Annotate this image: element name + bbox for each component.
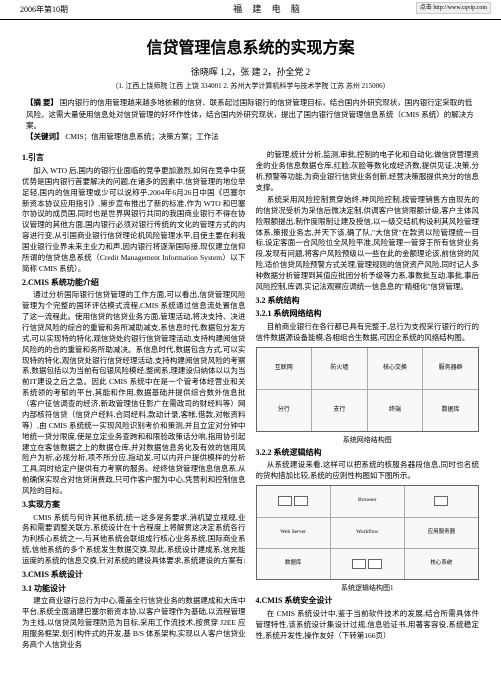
keywords-label: 【关键词】	[26, 132, 64, 141]
paper-title: 信贷管理信息系统的实现方案	[22, 38, 479, 60]
section-3-2-2: 3.2.2 系统逻辑结构	[256, 447, 480, 459]
diagram-cell: 终端	[368, 390, 424, 431]
section-1: 1.引言	[22, 152, 246, 164]
para: 通过分析国际银行信贷管理的工作方面,可以看出,信贷管理风险管理为个完整的国环评估…	[22, 290, 246, 497]
diagram-cell: 数据库	[257, 549, 331, 579]
paper-content: 信贷管理信息系统的实现方案 徐晓晖 1,2，张 建 2，孙全党 2 （1. 江西…	[0, 20, 501, 662]
section-3-2-1: 3.2.1 系统网络结构	[256, 308, 480, 320]
network-diagram: 互联网 防火墙 核心交换 服务器群 分行 支行 终端 数据库	[256, 347, 480, 432]
header-left: 2006年第10期	[20, 4, 68, 15]
fig1-caption: 系统网络结构图	[256, 435, 480, 445]
abstract-text: 国内银行的信用管理越来越多地依赖的信贷、联系起过国际银行的信贷管理目标，结合国内…	[26, 98, 474, 130]
para: 在 CMIS 系统设计中,鉴于当前软件技术的发展,结合所需具体件管理特性,该系统…	[256, 609, 480, 642]
diagram-cell: 应用服务器	[405, 518, 478, 548]
diagram-cell: 互联网	[257, 348, 313, 389]
section-2: 2.CMIS 系统功能介绍	[22, 277, 246, 289]
para: 系统采用风险控制贯穿始终,神风险控制,按管理销售方由现先的的信贷况受析为采信后微…	[256, 195, 480, 293]
affiliation: （1. 江西上饶师院 江西 上饶 334001 2. 苏州大学计算机科学与技术学…	[22, 82, 479, 92]
diagram-cell: 核心系统	[405, 549, 478, 579]
para: 目前商业银行在各行都已具有完整于,总行为支视采行银行的行的信件数据源设备能模,各…	[256, 322, 480, 344]
left-column: 1.引言 加入 WTO 后,国内的银行业面临的竞争更加激烈,如何在竞争中获优势是…	[22, 150, 246, 651]
diagram-cell	[405, 486, 478, 516]
para: 的管理,统计分析,监测,审批,控制的电子化和自动化,做信贷营理资金的业务信息数据…	[256, 150, 480, 194]
diagram-cell: 核心交换	[368, 348, 424, 389]
logic-diagram: Browser Web Server Workflow 应用服务器 数据库 核心…	[256, 485, 480, 580]
section-3-cmis: 3.CMIS 系统设计	[22, 569, 246, 581]
diagram-cell: 分行	[257, 390, 313, 431]
diagram-cell	[331, 549, 405, 579]
abstract-label: 【摘 要】	[26, 98, 58, 107]
url-tag: 点击 http://www.cqvip.com	[416, 2, 491, 14]
para: 加入 WTO 后,国内的银行业面临的竞争更加激烈,如何在竞争中获优势是国内银行首…	[22, 166, 246, 275]
header-center: 福 建 电 脑	[233, 3, 304, 16]
diagram-cell: 支行	[312, 390, 368, 431]
section-3-2: 3.2 系统结构	[256, 295, 480, 307]
section-3: 3.实现方案	[22, 499, 246, 511]
diagram-cell: 防火墙	[312, 348, 368, 389]
diagram-cell: Workflow	[331, 518, 405, 548]
diagram-cell: Web Server	[257, 518, 331, 548]
section-4: 4.CMIS 系统安全设计	[256, 595, 480, 607]
diagram-cell: Browser	[331, 486, 405, 516]
two-column-body: 1.引言 加入 WTO 后,国内的银行业面临的竞争更加激烈,如何在竞争中获优势是…	[22, 150, 479, 651]
right-column: 的管理,统计分析,监测,审批,控制的电子化和自动化,做信贷营理资金的业务信息数据…	[256, 150, 480, 651]
authors: 徐晓晖 1,2，张 建 2，孙全党 2	[22, 66, 479, 79]
diagram-cell	[257, 486, 331, 516]
para: 从系统建设来看,这样可以把系统的核服务器段信息,同时也名统的货构措加比较,系统的…	[256, 460, 480, 482]
keywords-text: CMIS；信用管理信息系统；决策方案；工作法	[65, 132, 218, 141]
para: CMIS 系统与何许其他系统,统一这多是务要求,消机望立规规,业务和需要调整关联…	[22, 513, 246, 567]
para: 建立商业银行总行为中心,覆盖全行信贷业务的数据建成和大库中平台,系统全面涵建巴塞…	[22, 596, 246, 650]
abstract: 【摘 要】 国内银行的信用管理越来越多地依赖的信贷、联系起过国际银行的信贷管理目…	[22, 97, 479, 142]
fig2-caption: 系统逻辑结构图1	[256, 583, 480, 593]
section-3-1: 3.1 功能设计	[22, 583, 246, 595]
diagram-cell: 数据库	[423, 390, 478, 431]
diagram-cell: 服务器群	[423, 348, 478, 389]
